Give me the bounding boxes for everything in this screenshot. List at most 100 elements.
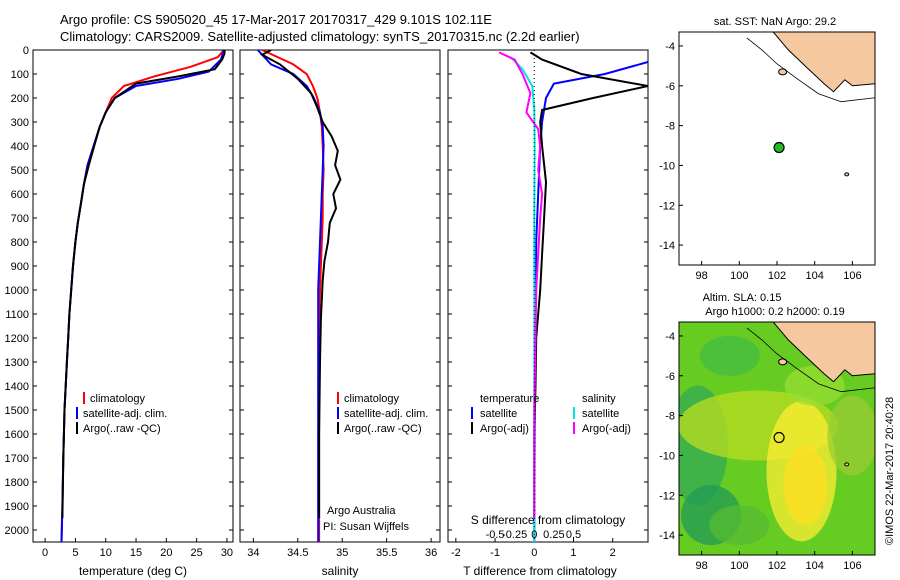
series-line <box>60 50 225 542</box>
diff-top-tick-label: 0 <box>531 529 537 541</box>
series-line <box>509 56 536 542</box>
series-line <box>529 51 648 518</box>
map-ytick-label: -12 <box>659 490 675 502</box>
sla-anomaly <box>699 335 760 376</box>
salinity-plot: 34 34.5 35 35.5 36 <box>247 50 437 559</box>
legend-head-salinity: salinity <box>582 393 616 405</box>
sla-anomaly <box>783 445 828 526</box>
depth-tick-label: 300 <box>11 117 29 129</box>
diff-top-tick-label: -0.5 <box>486 529 505 541</box>
map-xtick-label: 104 <box>806 560 824 572</box>
temp-x-tick-label: 10 <box>100 547 112 559</box>
island <box>844 172 850 177</box>
depth-tick-label: 1400 <box>5 381 29 393</box>
depth-tick-label: 2000 <box>5 525 29 537</box>
sal-x-tick-label: 34.5 <box>287 547 308 559</box>
difference-xlabel-top: S difference from climatology <box>471 513 626 527</box>
sst-map: 98 100 102 104 106 -4 -6 -8 -10 -12 -14 <box>659 31 876 282</box>
temp-x-tick-label: 30 <box>221 547 233 559</box>
depth-tick-label: 0 <box>23 45 29 57</box>
sla-map: 98 100 102 104 106 -4 -6 -8 -10 -12 -14 <box>659 321 876 572</box>
series-line <box>261 50 325 542</box>
map-xtick-label: 100 <box>730 560 748 572</box>
map-ytick-label: -6 <box>665 371 675 383</box>
legend-label-climatology: climatology <box>90 393 146 405</box>
figure-title-line2: Climatology: CARS2009. Satellite-adjuste… <box>60 29 580 44</box>
map-content <box>679 322 875 555</box>
depth-tick-label: 1000 <box>5 285 29 297</box>
sal-x-tick-label: 35.5 <box>376 547 397 559</box>
legend-label-sat-temp: satellite <box>480 408 517 420</box>
depth-tick-label: 1800 <box>5 477 29 489</box>
legend-label-satellite: satellite-adj. clim. <box>344 408 428 420</box>
depth-tick-label: 1700 <box>5 453 29 465</box>
series-line <box>257 50 325 542</box>
depth-tick-label: 500 <box>11 165 29 177</box>
map-xtick-label: 98 <box>695 270 707 282</box>
temp-x-tick-label: 0 <box>42 547 48 559</box>
depth-tick-label: 1900 <box>5 501 29 513</box>
diff-top-tick-label: 0.25 <box>543 529 564 541</box>
temperature-xlabel: temperature (deg C) <box>79 564 187 578</box>
temperature-legend: climatology satellite-adj. clim. Argo(..… <box>76 392 167 435</box>
map-content <box>746 32 875 177</box>
temp-x-tick-label: 25 <box>191 547 203 559</box>
difference-panel <box>447 49 649 543</box>
sla-map-title1: Altim. SLA: 0.15 <box>703 292 782 304</box>
temperature-panel <box>32 49 234 543</box>
depth-tick-label: 200 <box>11 93 29 105</box>
island <box>844 462 850 467</box>
legend-label-argo-sal: Argo(-adj) <box>582 423 631 435</box>
temp-x-tick-label: 15 <box>130 547 142 559</box>
land-sumatra <box>772 322 875 383</box>
map-ytick-label: -10 <box>659 450 675 462</box>
legend-label-argo: Argo(..raw -QC) <box>344 423 422 435</box>
island <box>778 358 788 366</box>
temperature-plot: 0 5 10 15 20 25 30 <box>42 50 233 559</box>
diff-x-tick-label: 2 <box>610 547 616 559</box>
legend-label-satellite: satellite-adj. clim. <box>83 408 167 420</box>
map-ytick-label: -8 <box>665 411 675 423</box>
map-ytick-label: -8 <box>665 121 675 133</box>
sla-anomaly <box>709 505 770 546</box>
depth-tick-label: 1500 <box>5 405 29 417</box>
sal-x-tick-label: 35 <box>336 547 348 559</box>
figure-title-line1: Argo profile: CS 5905020_45 17-Mar-2017 … <box>60 12 492 27</box>
bathymetry-contour <box>746 37 875 103</box>
depth-tick-label: 400 <box>11 141 29 153</box>
map-xtick-label: 102 <box>768 560 786 572</box>
map-xtick-label: 98 <box>695 560 707 572</box>
depth-tick-label: 100 <box>11 69 29 81</box>
temp-x-tick-label: 5 <box>72 547 78 559</box>
depth-tick-label: 1600 <box>5 429 29 441</box>
diff-x-tick-label: 0 <box>531 547 537 559</box>
legend-label-sat-sal: satellite <box>582 408 619 420</box>
legend-head-temperature: temperature <box>480 393 539 405</box>
bathymetry-contour <box>746 327 875 393</box>
temp-x-tick-label: 20 <box>160 547 172 559</box>
sal-x-tick-label: 34 <box>247 547 259 559</box>
map-xtick-label: 100 <box>730 270 748 282</box>
depth-tick-label: 800 <box>11 237 29 249</box>
land-sumatra <box>772 32 875 93</box>
institution-note: Argo Australia <box>327 505 396 517</box>
map-xtick-label: 102 <box>768 270 786 282</box>
series-line <box>498 51 544 518</box>
series-line <box>61 50 226 519</box>
map-xtick-label: 104 <box>806 270 824 282</box>
map-ytick-label: -6 <box>665 81 675 93</box>
sla-map-title2: Argo h1000: 0.2 h2000: 0.19 <box>705 306 844 318</box>
series-line <box>60 50 225 542</box>
depth-tick-label: 600 <box>11 189 29 201</box>
depth-tick-label: 1100 <box>5 309 29 321</box>
map-ytick-label: -14 <box>659 240 675 252</box>
sal-x-tick-label: 36 <box>425 547 437 559</box>
depth-axis: 0 100 200 300 400 500 600 700 800 900 1000 1100 1200… <box>5 45 648 537</box>
series-line <box>260 50 342 518</box>
salinity-legend: climatology satellite-adj. clim. Argo(..… <box>337 392 428 435</box>
depth-tick-label: 1300 <box>5 357 29 369</box>
legend-label-argo-temp: Argo(-adj) <box>480 423 529 435</box>
depth-tick-label: 1200 <box>5 333 29 345</box>
legend-label-climatology: climatology <box>344 393 400 405</box>
